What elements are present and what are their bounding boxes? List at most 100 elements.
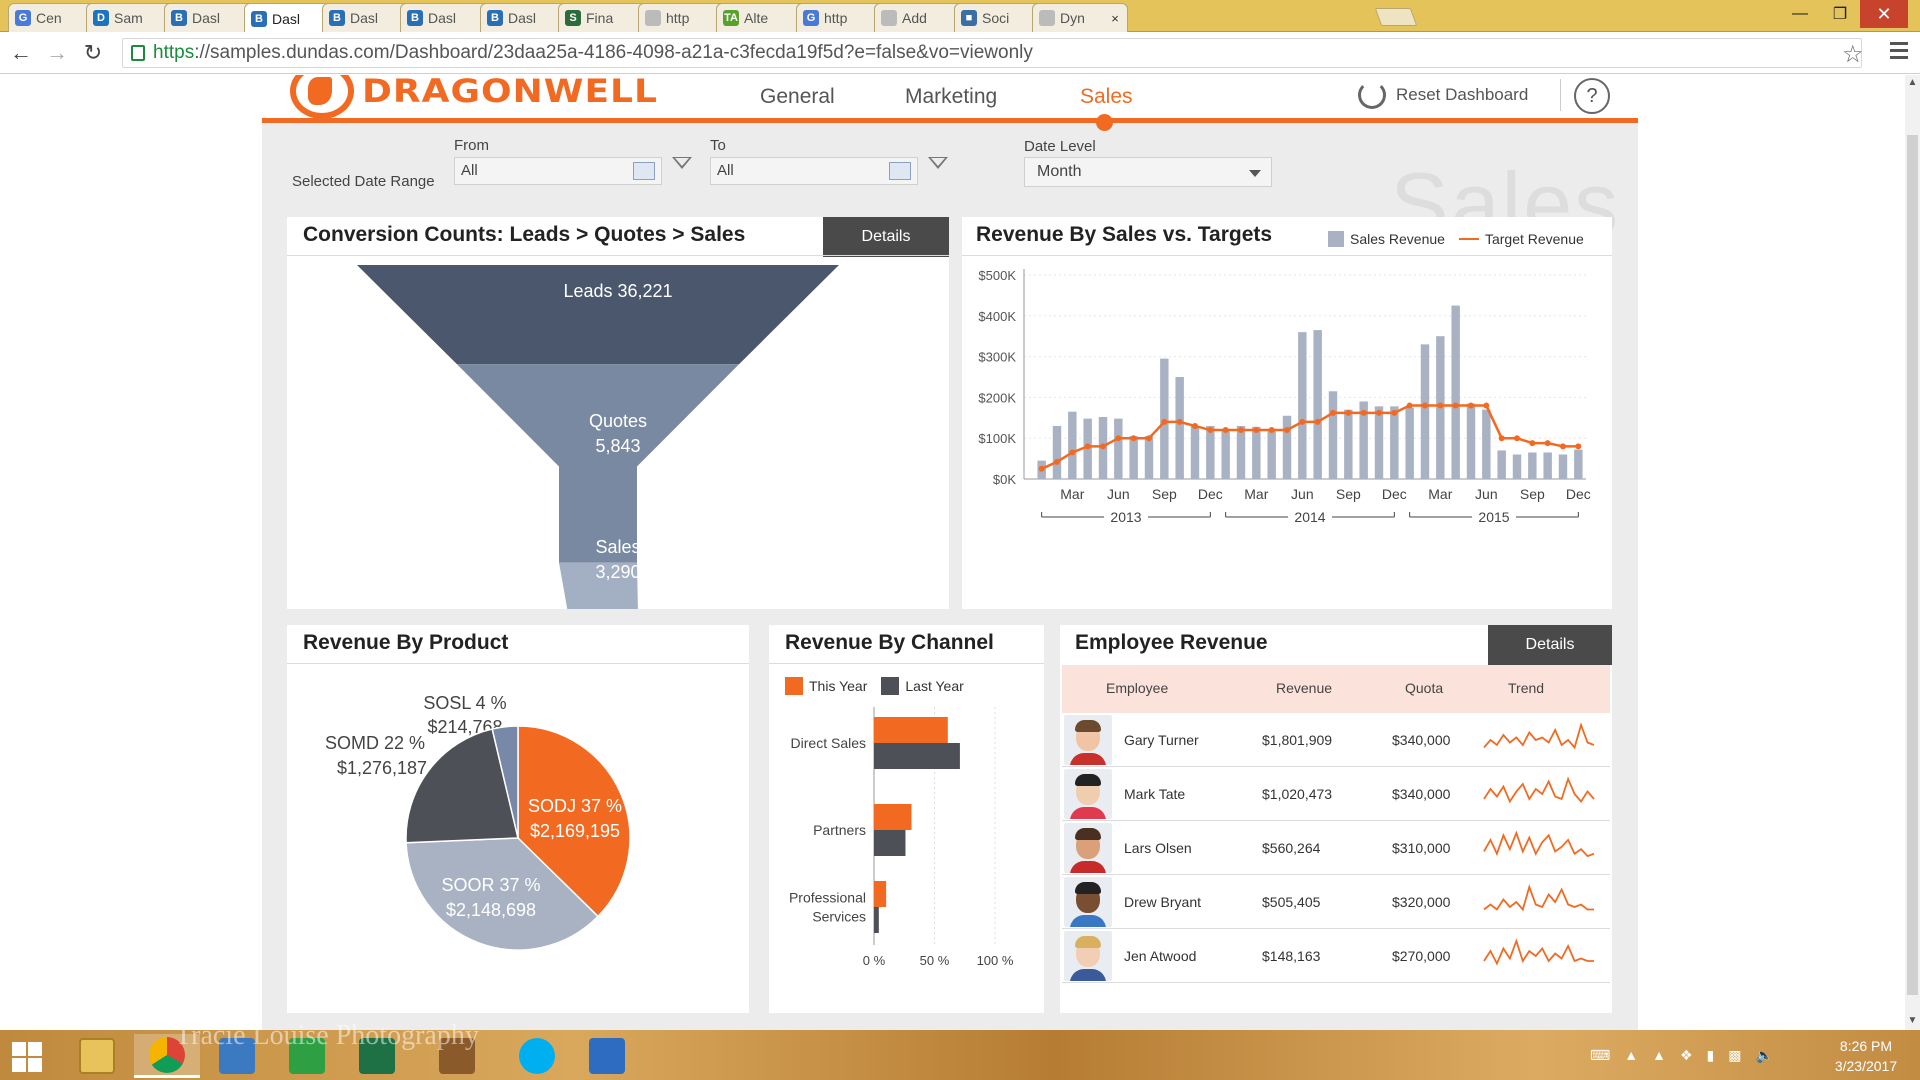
reset-dashboard-button[interactable]: Reset Dashboard bbox=[1358, 77, 1528, 113]
calendar-icon[interactable] bbox=[633, 162, 655, 180]
tab-sales[interactable]: Sales bbox=[1080, 85, 1133, 108]
date-level-dropdown[interactable]: Month bbox=[1024, 157, 1272, 187]
reload-icon[interactable]: ↻ bbox=[83, 40, 103, 65]
sales-revenue-bar[interactable] bbox=[1512, 454, 1522, 479]
last-year-bar[interactable] bbox=[874, 830, 906, 856]
tray-expand-icon[interactable]: ▲ bbox=[1624, 1047, 1639, 1063]
filter-icon[interactable] bbox=[672, 157, 692, 169]
pie-slice-sosl[interactable] bbox=[491, 725, 519, 839]
calendar-icon[interactable] bbox=[889, 162, 911, 180]
browser-tab[interactable]: Dyn × bbox=[1032, 3, 1128, 32]
restore-icon[interactable]: ❐ bbox=[1832, 6, 1848, 23]
sales-revenue-bar[interactable] bbox=[1558, 454, 1568, 479]
target-revenue-point[interactable] bbox=[1514, 435, 1520, 442]
target-revenue-point[interactable] bbox=[1192, 422, 1198, 429]
target-revenue-point[interactable] bbox=[1406, 402, 1413, 409]
target-revenue-point[interactable] bbox=[1054, 458, 1060, 465]
target-revenue-point[interactable] bbox=[1130, 435, 1137, 442]
tab-marketing[interactable]: Marketing bbox=[905, 85, 998, 108]
sales-revenue-bar[interactable] bbox=[1114, 418, 1123, 479]
funnel-stage-leads[interactable] bbox=[357, 265, 839, 365]
target-revenue-point[interactable] bbox=[1529, 440, 1536, 447]
target-revenue-point[interactable] bbox=[1345, 409, 1352, 416]
this-year-bar[interactable] bbox=[874, 717, 948, 743]
sales-revenue-bar[interactable] bbox=[1282, 415, 1292, 479]
conversion-details-button[interactable]: Details bbox=[823, 217, 949, 257]
target-revenue-point[interactable] bbox=[1314, 418, 1321, 425]
url-field[interactable]: https://samples.dundas.com/Dashboard/23d… bbox=[122, 38, 1862, 68]
sales-revenue-bar[interactable] bbox=[1390, 406, 1399, 479]
sales-revenue-bar[interactable] bbox=[1313, 330, 1322, 479]
target-revenue-point[interactable] bbox=[1222, 427, 1229, 434]
chrome-icon[interactable] bbox=[134, 1034, 200, 1078]
target-revenue-point[interactable] bbox=[1146, 435, 1152, 442]
skype-icon[interactable] bbox=[504, 1034, 570, 1078]
sales-revenue-bar[interactable] bbox=[1543, 452, 1552, 479]
store-icon[interactable] bbox=[274, 1034, 340, 1078]
target-revenue-point[interactable] bbox=[1207, 427, 1214, 434]
app-icon[interactable] bbox=[424, 1034, 490, 1078]
target-revenue-point[interactable] bbox=[1544, 440, 1551, 447]
sales-revenue-bar[interactable] bbox=[1206, 425, 1215, 479]
pie-slice-soor[interactable] bbox=[405, 837, 600, 951]
sales-revenue-bar[interactable] bbox=[1267, 430, 1276, 479]
table-row[interactable]: Lars Olsen $560,264 $310,000 bbox=[1062, 821, 1610, 875]
target-revenue-point[interactable] bbox=[1483, 402, 1490, 409]
sales-revenue-bar[interactable] bbox=[1129, 436, 1138, 479]
table-row[interactable]: Mark Tate $1,020,473 $340,000 bbox=[1062, 767, 1610, 821]
sales-revenue-bar[interactable] bbox=[1298, 332, 1307, 479]
target-revenue-point[interactable] bbox=[1284, 427, 1290, 434]
sales-revenue-bar[interactable] bbox=[1466, 403, 1476, 479]
sales-revenue-bar[interactable] bbox=[1190, 425, 1200, 479]
target-revenue-point[interactable] bbox=[1452, 402, 1459, 409]
col-revenue[interactable]: Revenue bbox=[1276, 680, 1333, 696]
last-year-bar[interactable] bbox=[874, 743, 960, 769]
excel-icon[interactable] bbox=[344, 1034, 410, 1078]
back-icon[interactable]: ← bbox=[10, 40, 32, 65]
target-revenue-point[interactable] bbox=[1575, 443, 1582, 450]
sales-revenue-bar[interactable] bbox=[1068, 411, 1077, 479]
funnel-stage-quotes[interactable] bbox=[457, 364, 739, 563]
target-revenue-point[interactable] bbox=[1069, 449, 1076, 456]
table-row[interactable]: Gary Turner $1,801,909 $340,000 bbox=[1062, 713, 1610, 767]
target-revenue-point[interactable] bbox=[1437, 402, 1444, 409]
this-year-bar[interactable] bbox=[874, 881, 887, 907]
sales-revenue-bar[interactable] bbox=[1405, 407, 1414, 479]
employee-details-button[interactable]: Details bbox=[1488, 625, 1612, 665]
sales-revenue-bar[interactable] bbox=[1574, 449, 1583, 479]
scroll-up-icon[interactable]: ▲ bbox=[1907, 77, 1918, 88]
col-trend[interactable]: Trend bbox=[1508, 680, 1545, 696]
target-revenue-point[interactable] bbox=[1330, 409, 1336, 416]
target-revenue-point[interactable] bbox=[1115, 435, 1122, 442]
sales-revenue-bar[interactable] bbox=[1482, 409, 1491, 479]
target-revenue-point[interactable] bbox=[1422, 402, 1428, 409]
sales-revenue-bar[interactable] bbox=[1221, 430, 1230, 479]
target-revenue-point[interactable] bbox=[1176, 418, 1183, 425]
target-revenue-point[interactable] bbox=[1376, 409, 1382, 416]
minimize-icon[interactable]: — bbox=[1792, 5, 1808, 22]
network-icon[interactable]: ▲ bbox=[1652, 1047, 1666, 1063]
target-revenue-point[interactable] bbox=[1268, 427, 1275, 434]
target-revenue-point[interactable] bbox=[1238, 427, 1244, 434]
signal-icon[interactable]: ▩ bbox=[1728, 1046, 1742, 1063]
sales-revenue-bar[interactable] bbox=[1144, 436, 1154, 479]
dropbox-icon[interactable]: ❖ bbox=[1679, 1046, 1693, 1063]
funnel-stage-sales[interactable] bbox=[559, 562, 639, 609]
target-revenue-point[interactable] bbox=[1299, 418, 1306, 425]
taskbar-clock[interactable]: 8:26 PM 3/23/2017 bbox=[1826, 1036, 1906, 1076]
last-year-bar[interactable] bbox=[874, 907, 879, 933]
filter-icon[interactable] bbox=[928, 157, 948, 169]
target-revenue-point[interactable] bbox=[1084, 443, 1091, 450]
scroll-thumb[interactable] bbox=[1907, 135, 1918, 995]
sales-revenue-bar[interactable] bbox=[1344, 409, 1353, 479]
table-row[interactable]: Drew Bryant $505,405 $320,000 bbox=[1062, 875, 1610, 929]
sales-revenue-bar[interactable] bbox=[1236, 425, 1246, 479]
help-button[interactable]: ? bbox=[1574, 78, 1610, 114]
remote-desktop-icon[interactable] bbox=[204, 1034, 270, 1078]
this-year-bar[interactable] bbox=[874, 804, 912, 830]
sales-revenue-bar[interactable] bbox=[1328, 391, 1338, 479]
sales-revenue-bar[interactable] bbox=[1497, 450, 1506, 479]
target-revenue-point[interactable] bbox=[1498, 435, 1505, 442]
sales-revenue-bar[interactable] bbox=[1252, 426, 1261, 479]
mail-icon[interactable] bbox=[574, 1034, 640, 1078]
